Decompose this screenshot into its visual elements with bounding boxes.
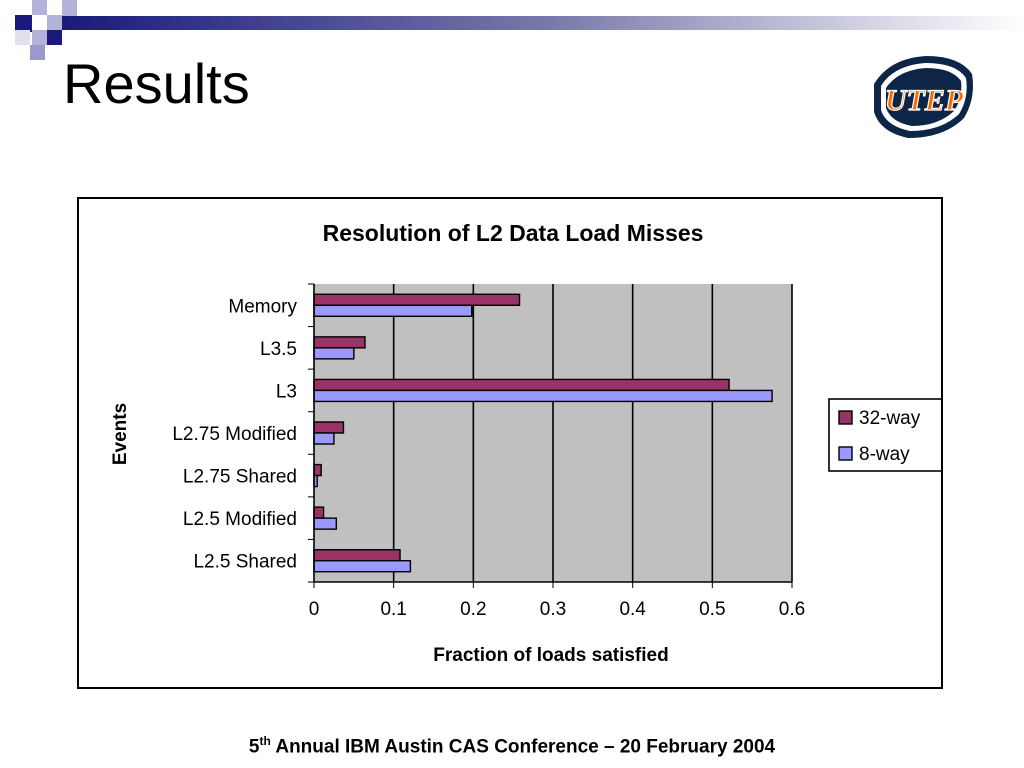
- bar-8-way: [313, 304, 473, 317]
- bar-8-way: [313, 389, 773, 403]
- bar-chart: 0 0.1 0.2 0.3 0.4 0.5 0.6 L2.5 Shared L2.5 Modif…: [110, 220, 941, 666]
- legend-label: 8-way: [859, 444, 910, 465]
- legend-swatch: [838, 410, 853, 425]
- bar-32-way: [313, 463, 322, 477]
- category-label: L2.75 Shared: [183, 467, 297, 488]
- bar-8-way: [313, 347, 355, 360]
- bar-32-way: [313, 421, 345, 434]
- x-axis-label: Fraction of loads satisfied: [433, 645, 668, 666]
- legend: 32-way 8-way: [828, 398, 941, 472]
- footer-text: Annual IBM Austin CAS Conference – 20 Fe…: [270, 736, 776, 758]
- category-label: L2.75 Modified: [172, 424, 297, 445]
- header-decoration: [15, 0, 1024, 60]
- chart-title: Resolution of L2 Data Load Misses: [323, 220, 704, 246]
- bar-32-way: [313, 549, 401, 562]
- legend-swatch: [838, 446, 853, 461]
- x-tick-label: 0.2: [460, 599, 486, 620]
- category-label: L2.5 Shared: [193, 552, 297, 573]
- x-tick-label: 0.1: [380, 599, 406, 620]
- footer-ordinal: 5: [248, 736, 260, 758]
- category-label: L3: [276, 381, 297, 402]
- category-label: Memory: [228, 296, 297, 317]
- bar-32-way: [313, 506, 325, 519]
- bar-32-way: [313, 336, 366, 349]
- x-tick-label: 0.6: [779, 599, 805, 620]
- x-tick-label: 0.5: [699, 599, 725, 620]
- x-tick-label: 0: [309, 599, 320, 620]
- slide-title: Results: [63, 52, 250, 115]
- bar-8-way: [313, 517, 338, 530]
- category-label: L2.5 Modified: [183, 509, 297, 530]
- x-tick-label: 0.3: [540, 599, 566, 620]
- bar-32-way: [313, 293, 521, 306]
- y-axis-label: Events: [110, 403, 131, 465]
- bar-8-way: [313, 432, 335, 445]
- bar-8-way: [313, 560, 412, 573]
- utep-logo: UTEP: [874, 56, 973, 138]
- category-label: L3.5: [260, 339, 297, 360]
- footer: 5th Annual IBM Austin CAS Conference – 2…: [0, 734, 1024, 758]
- plot-area: 0 0.1 0.2 0.3 0.4 0.5 0.6 L2.5 Shared L2.5 Modif…: [172, 283, 805, 620]
- footer-ordinal-suffix: th: [259, 734, 271, 748]
- bar-32-way: [313, 378, 730, 392]
- legend-label: 32-way: [859, 408, 921, 429]
- logo-text: UTEP: [885, 84, 964, 117]
- x-tick-label: 0.4: [619, 599, 646, 620]
- chart-frame: 0 0.1 0.2 0.3 0.4 0.5 0.6 L2.5 Shared L2.5 Modif…: [77, 197, 943, 689]
